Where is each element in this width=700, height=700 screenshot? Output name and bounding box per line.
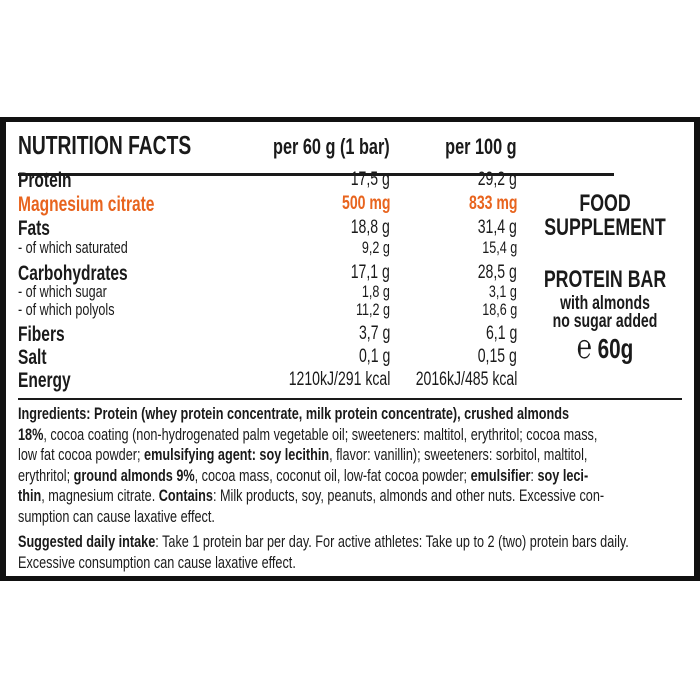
row-value-per-bar: 17,5 g — [350, 169, 390, 190]
bold-segment: ground almonds 9% — [73, 465, 195, 485]
row-value-per-bar: 17,1 g — [350, 262, 390, 283]
net-weight: ℮ 60g — [531, 330, 679, 364]
intake-line: Excessive consumption can cause laxative… — [18, 554, 296, 571]
row-value-per-100g: 15,4 g — [482, 238, 517, 257]
bold-segment: emulsifying agent: soy lecithin — [144, 445, 330, 464]
row-value-per-100g: 6,1 g — [485, 323, 517, 344]
text-segment: , cocoa coating (non-hydrogenated palm v… — [43, 424, 598, 444]
row-value-per-bar: 11,2 g — [355, 300, 390, 319]
text-segment: erythritol; — [18, 465, 74, 485]
row-label: Magnesium citrate — [18, 193, 155, 216]
row-value-per-bar: 500 mg — [341, 193, 390, 214]
ingredients-divider — [18, 398, 682, 400]
weight-value: 60g — [597, 333, 634, 364]
row-label: Fibers — [18, 323, 65, 346]
product-subtitle-almonds: with almonds — [560, 293, 650, 314]
row-value-per-bar: 18,8 g — [350, 217, 390, 238]
ingredients-line: Ingredients: Protein (whey protein conce… — [18, 405, 569, 422]
row-value-per-100g: 29,2 g — [477, 169, 517, 190]
intake-line: Suggested daily intake: Take 1 protein b… — [18, 533, 629, 550]
ingredients-line: low fat cocoa powder; emulsifying agent:… — [18, 446, 587, 463]
text-segment: sumption can cause laxative effect. — [18, 506, 215, 526]
column-header-per-100g: per 100 g — [445, 134, 517, 159]
row-label: Protein — [18, 169, 72, 192]
column-header-per-bar: per 60 g (1 bar) — [273, 134, 390, 159]
row-value-per-bar: 3,7 g — [358, 323, 390, 344]
ingredients-line: thin, magnesium citrate. Contains: Milk … — [18, 487, 604, 504]
text-segment: : Milk products, soy, peanuts, almonds a… — [212, 486, 605, 505]
text-segment: : Take 1 protein bar per day. For active… — [155, 532, 629, 551]
row-label: - of which saturated — [18, 238, 128, 257]
row-label: Energy — [18, 369, 71, 392]
row-value-per-100g: 18,6 g — [482, 300, 517, 319]
bold-segment: thin — [18, 486, 42, 505]
bold-segment: 18% — [18, 424, 44, 444]
food-supplement-line2: SUPPLEMENT — [544, 214, 666, 241]
bold-segment: Suggested daily intake — [18, 532, 156, 551]
bold-segment: soy leci- — [537, 465, 589, 485]
row-value-per-100g: 2016kJ/485 kcal — [415, 369, 517, 390]
nutrition-label: NUTRITION FACTS per 60 g (1 bar) per 100… — [0, 117, 700, 581]
row-value-per-100g: 3,1 g — [489, 282, 517, 301]
bold-segment: Contains — [158, 486, 213, 505]
row-label: Carbohydrates — [18, 262, 128, 285]
row-value-per-bar: 0,1 g — [358, 346, 390, 367]
row-label: Fats — [18, 217, 50, 240]
row-label: - of which sugar — [18, 282, 107, 301]
row-label: - of which polyols — [18, 300, 115, 319]
bold-segment: emulsifier — [470, 465, 531, 485]
ingredients-line: erythritol; ground almonds 9%, cocoa mas… — [18, 467, 588, 484]
ingredients-line: sumption can cause laxative effect. — [18, 508, 215, 525]
header-divider — [18, 173, 614, 176]
row-value-per-bar: 1210kJ/291 kcal — [288, 369, 390, 390]
row-label: Salt — [18, 346, 47, 369]
text-segment: , cocoa mass, coconut oil, low-fat cocoa… — [194, 465, 471, 485]
row-value-per-100g: 0,15 g — [477, 346, 517, 367]
text-segment: low fat cocoa powder; — [18, 445, 145, 464]
nutrition-title: NUTRITION FACTS — [18, 130, 192, 160]
ingredients-line: 18%, cocoa coating (non-hydrogenated pal… — [18, 426, 597, 443]
text-segment: : — [530, 465, 538, 485]
text-segment: , flavor: vanillin); sweeteners: sorbito… — [329, 445, 588, 464]
food-supplement-line1: FOOD — [579, 190, 631, 217]
label-panel: NUTRITION FACTS per 60 g (1 bar) per 100… — [6, 122, 694, 576]
text-segment: , magnesium citrate. — [41, 486, 159, 505]
row-value-per-bar: 9,2 g — [362, 238, 390, 257]
product-name: PROTEIN BAR — [543, 266, 667, 293]
bold-segment: Ingredients: Protein (whey protein conce… — [18, 404, 570, 423]
row-value-per-100g: 833 mg — [468, 193, 517, 214]
row-value-per-100g: 28,5 g — [477, 262, 517, 283]
estimated-sign-icon: ℮ — [576, 328, 592, 366]
row-value-per-100g: 31,4 g — [477, 217, 517, 238]
text-segment: Excessive consumption can cause laxative… — [18, 553, 296, 572]
product-subtitle-no-sugar: no sugar added — [552, 311, 658, 332]
row-value-per-bar: 1,8 g — [362, 282, 390, 301]
